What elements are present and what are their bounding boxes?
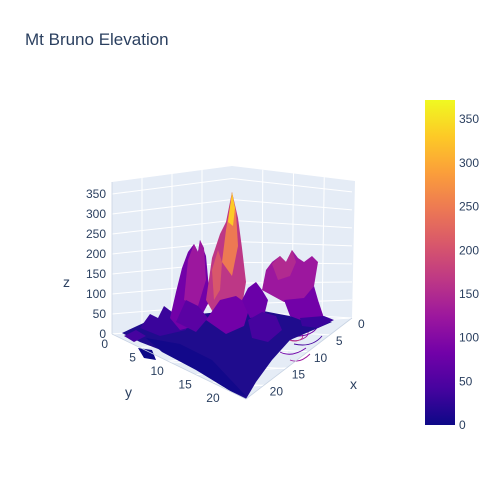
contour-line [279, 347, 307, 355]
chart-title: Mt Bruno Elevation [25, 30, 169, 49]
grid-line [111, 178, 353, 195]
surface-facet [206, 296, 250, 334]
surface-facet [146, 338, 246, 396]
z-axis-ticks: 0 50 100 150 200 250 300 350 [86, 187, 106, 341]
surface-facet [176, 300, 208, 332]
scene-edges [111, 182, 353, 400]
z-tick-label: 300 [86, 207, 106, 221]
y-axis-line [111, 333, 247, 400]
colorbar-ticks: 0 50 100 150 200 250 300 350 [459, 112, 479, 432]
colorbar-tick-label: 200 [459, 243, 479, 257]
colorbar: 0 50 100 150 200 250 300 350 [425, 100, 479, 432]
contour-line [293, 335, 323, 346]
x-tick-label: 0 [358, 317, 365, 331]
contour-line [289, 353, 311, 362]
surface-facet [242, 282, 268, 318]
z-tick-label: 200 [86, 247, 106, 261]
colorbar-tick-label: 250 [459, 200, 479, 214]
colorbar-tick-label: 50 [459, 374, 473, 388]
x-tick-label: 10 [314, 351, 328, 365]
colorbar-tick-label: 300 [459, 156, 479, 170]
z-tick-label: 100 [86, 287, 106, 301]
colorbar-tick-label: 100 [459, 331, 479, 345]
surface-facet [300, 316, 334, 328]
grid-line [321, 177, 325, 320]
surface-facet [272, 250, 296, 280]
surface-facet [284, 286, 324, 322]
surface-facet [184, 240, 206, 306]
surface-facet [228, 192, 235, 226]
y-axis-ticks: 0 5 10 15 20 [101, 337, 220, 405]
surface-facet [138, 348, 156, 360]
z-tick-label: 0 [99, 327, 106, 341]
elevation-surface [122, 192, 334, 399]
y-tick-label: 5 [129, 351, 136, 365]
z-tick-label: 250 [86, 227, 106, 241]
x-axis-ticks: 0 5 10 15 20 [270, 317, 365, 399]
surface-facet [124, 330, 146, 342]
y-tick-label: 15 [178, 378, 192, 392]
z-tick-label: 50 [93, 307, 107, 321]
surface-facet [212, 250, 222, 300]
x-axis-line [245, 317, 353, 400]
z-tick-label: 350 [86, 187, 106, 201]
colorbar-gradient [425, 100, 455, 425]
y-tick-label: 0 [101, 337, 108, 351]
z-axis-title: z [63, 274, 70, 290]
y-tick-label: 20 [206, 391, 220, 405]
x-axis-title: x [350, 376, 357, 392]
colorbar-tick-label: 0 [459, 418, 466, 432]
colorbar-tick-label: 150 [459, 287, 479, 301]
y-axis-title: y [125, 384, 132, 400]
x-tick-label: 15 [292, 368, 306, 382]
colorbar-tick-label: 350 [459, 112, 479, 126]
z-tick-label: 150 [86, 267, 106, 281]
surface-facet [248, 312, 282, 342]
y-tick-label: 10 [150, 364, 164, 378]
x-tick-label: 20 [270, 385, 284, 399]
x-tick-label: 5 [336, 334, 343, 348]
